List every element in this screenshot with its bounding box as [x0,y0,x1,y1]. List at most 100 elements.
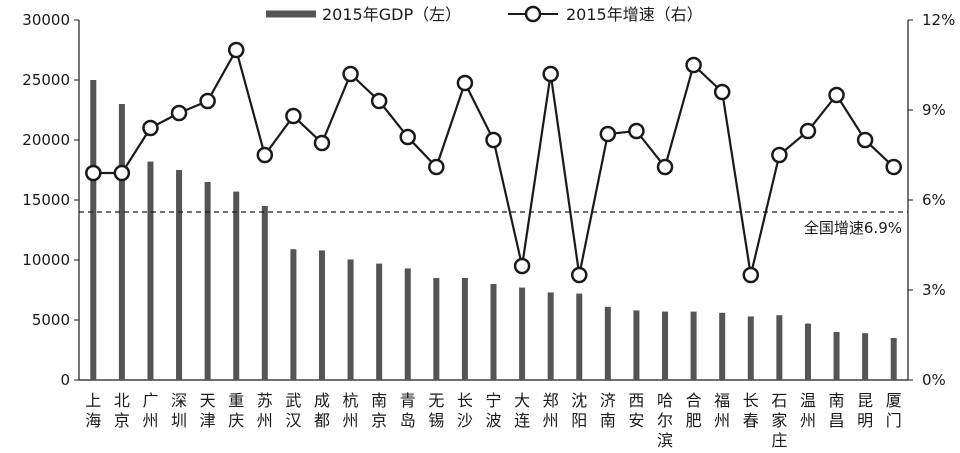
y-left-tick-label: 15000 [22,191,70,209]
category-label: 武汉 [285,391,301,430]
growth-point [399,128,416,146]
growth-point [170,104,188,122]
category-label: 福州 [714,391,730,430]
gdp-bar [318,250,325,380]
growth-point [656,158,674,176]
gdp-bar [804,323,811,380]
gdp-bar [347,259,354,380]
y-right-tick-label: 12% [922,11,955,29]
growth-point [599,125,617,143]
y-left-tick-label: 5000 [32,311,70,329]
gdp-bar [261,206,268,380]
category-label: 苏州 [257,391,273,430]
growth-point [428,158,445,176]
y-right-tick-label: 0% [922,371,946,389]
growth-point [799,122,817,140]
category-label: 长春 [743,391,759,430]
growth-line [93,47,895,276]
growth-point [227,41,245,59]
gdp-bar [519,287,526,380]
gdp-bar [118,104,125,380]
growth-point [571,266,588,284]
category-label: 上海 [85,391,101,430]
growth-point [199,92,216,110]
growth-line-series [85,41,902,284]
gdp-bar [233,191,240,380]
category-label: 厦门 [886,391,902,430]
category-label: 重庆 [228,391,244,430]
gdp-bar [147,161,154,380]
category-label: 温州 [800,391,816,430]
y-left-tick-label: 30000 [22,11,70,29]
y-right-tick-label: 9% [922,101,946,119]
category-label: 南昌 [829,391,845,430]
gdp-bar [176,170,183,380]
axes: 0 5000 10000 15000 20000 25000 30000 0% 3% 6% 9% 12… [22,11,955,389]
category-label: 西安 [628,391,644,430]
growth-point [542,65,559,83]
category-label: 石家庄 [771,391,787,449]
y-left-tick-label: 25000 [22,71,70,89]
growth-point [85,164,102,182]
y-left-tick-label: 20000 [22,131,70,149]
growth-point [313,134,331,152]
growth-point [113,164,131,182]
legend-gdp-label: 2015年GDP（左） [322,5,461,24]
category-label: 沈阳 [571,391,587,430]
growth-point [713,83,731,101]
growth-point [142,119,159,137]
gdp-bar [662,311,669,380]
gdp-bar [204,182,211,380]
gdp-bar [376,263,383,380]
growth-point [370,92,388,110]
category-label: 宁波 [485,391,501,430]
reference-line-group: 全国增速6.9% [79,211,908,237]
category-label: 哈尔滨 [657,391,673,449]
growth-point [685,56,702,74]
growth-point [885,158,902,176]
category-label: 无锡 [428,391,444,430]
category-label: 成都 [314,391,330,430]
category-label: 长沙 [457,391,473,430]
category-label: 济南 [600,391,616,430]
gdp-bar [719,312,726,380]
category-label: 杭州 [343,391,359,430]
gdp-bar [604,306,611,380]
category-label: 深圳 [171,391,187,430]
category-label: 南京 [371,391,387,430]
growth-point [628,122,645,140]
category-label: 天津 [200,391,216,430]
category-labels: 上海北京广州深圳天津重庆苏州武汉成都杭州南京青岛无锡长沙宁波大连郑州沈阳济南西安… [85,391,902,450]
gdp-bar [776,315,783,380]
gdp-bar [461,278,468,380]
legend-growth-label: 2015年增速（右） [566,5,703,24]
category-label: 郑州 [543,391,559,430]
gdp-bar [576,293,583,380]
growth-point [485,131,502,149]
category-label: 大连 [514,391,530,430]
y-left-tick-label: 0 [60,371,70,389]
y-right-tick-label: 3% [922,281,946,299]
y-left-tick-label: 10000 [22,251,70,269]
gdp-bar [890,338,897,380]
growth-point [856,131,874,149]
category-label: 合肥 [686,391,702,430]
growth-point [285,107,302,125]
y-right-tick-label: 6% [922,191,946,209]
gdp-bar [633,310,640,380]
growth-point [742,266,760,284]
growth-point [342,65,359,83]
national-growth-reference-label: 全国增速6.9% [804,219,902,237]
gdp-bar [862,333,869,380]
category-label: 昆明 [857,391,873,430]
growth-point [456,74,474,92]
gdp-bar [90,80,97,380]
legend-growth-marker [524,5,542,23]
gdp-bar [547,292,554,380]
bar-series [90,80,897,380]
growth-point [256,146,274,164]
gdp-bar [747,316,754,380]
legend: 2015年GDP（左） 2015年增速（右） [266,5,703,24]
